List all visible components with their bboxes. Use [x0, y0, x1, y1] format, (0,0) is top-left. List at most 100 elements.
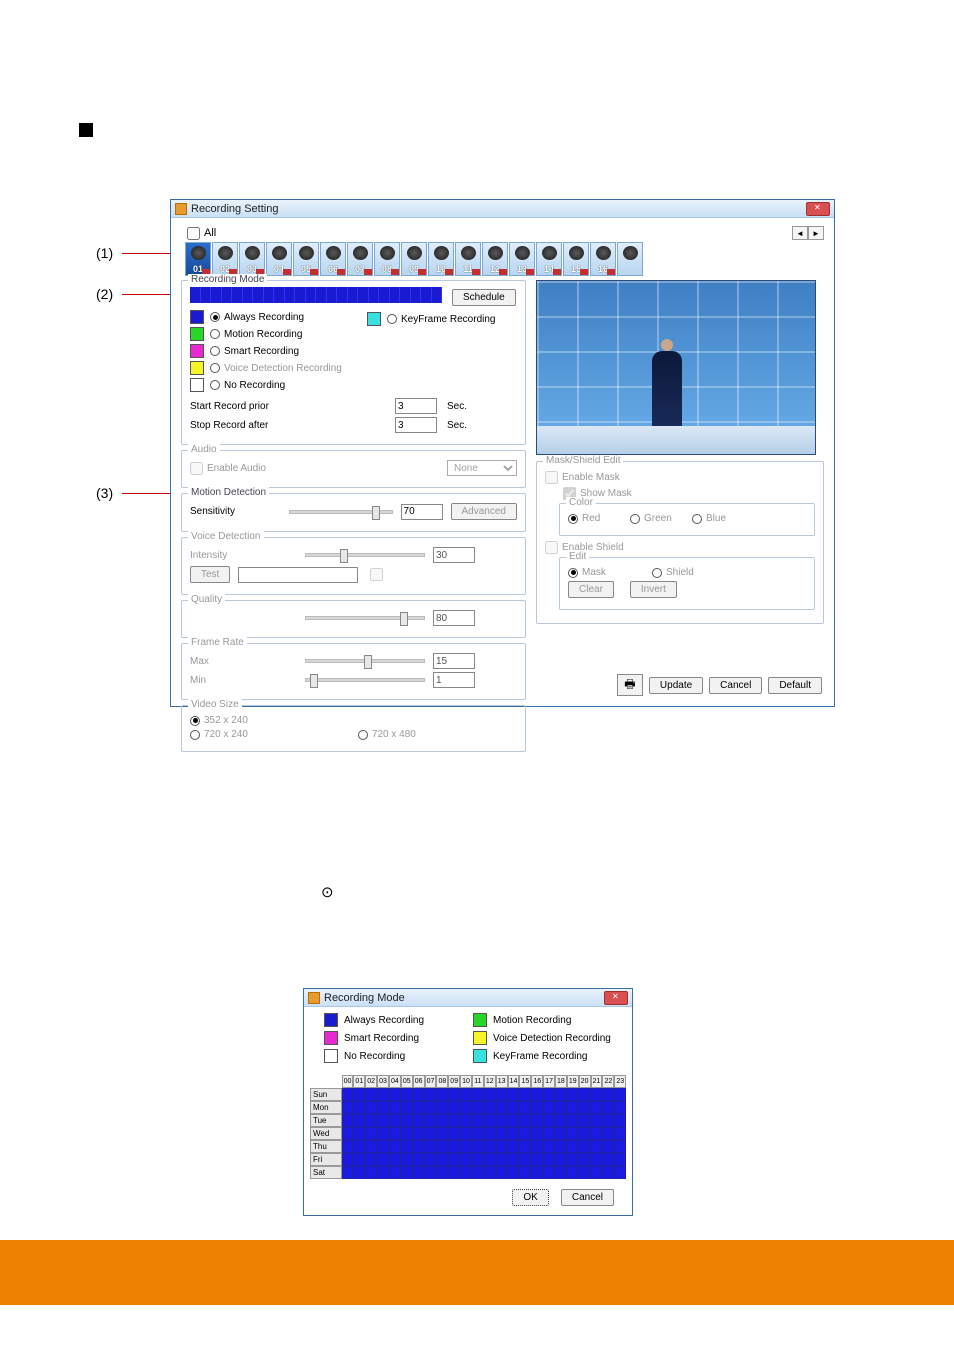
- schedule-cell[interactable]: [353, 1127, 365, 1140]
- schedule-cell[interactable]: [472, 1140, 484, 1153]
- schedule-cell[interactable]: [519, 1140, 531, 1153]
- schedule-cell[interactable]: [342, 1153, 354, 1166]
- update-button[interactable]: Update: [649, 677, 703, 694]
- timeline-cell[interactable]: [348, 287, 359, 303]
- schedule-cell[interactable]: [365, 1088, 377, 1101]
- arrow-right-icon[interactable]: ►: [808, 226, 824, 240]
- schedule-cell[interactable]: [342, 1140, 354, 1153]
- print-icon[interactable]: 🖶: [617, 674, 643, 696]
- schedule-cell[interactable]: [460, 1153, 472, 1166]
- schedule-cell[interactable]: [614, 1101, 626, 1114]
- schedule-cell[interactable]: [507, 1114, 519, 1127]
- schedule-cell[interactable]: [602, 1127, 614, 1140]
- schedule-cell[interactable]: [543, 1114, 555, 1127]
- schedule-cell[interactable]: [413, 1140, 425, 1153]
- schedule-cell[interactable]: [448, 1114, 460, 1127]
- schedule-cell[interactable]: [507, 1166, 519, 1179]
- camera-cell-08[interactable]: 08: [374, 242, 400, 276]
- schedule-cell[interactable]: [413, 1114, 425, 1127]
- schedule-cell[interactable]: [448, 1101, 460, 1114]
- schedule-cell[interactable]: [578, 1101, 590, 1114]
- timeline-cell[interactable]: [232, 287, 243, 303]
- timeline-cell[interactable]: [390, 287, 401, 303]
- schedule-cell[interactable]: [590, 1127, 602, 1140]
- schedule-cell[interactable]: [496, 1166, 508, 1179]
- schedule-cell[interactable]: [353, 1140, 365, 1153]
- schedule-cell[interactable]: [413, 1127, 425, 1140]
- schedule-cell[interactable]: [507, 1140, 519, 1153]
- schedule-cell[interactable]: [389, 1140, 401, 1153]
- schedule-cell[interactable]: [578, 1153, 590, 1166]
- schedule-cell[interactable]: [401, 1153, 413, 1166]
- camera-cell-06[interactable]: 06: [320, 242, 346, 276]
- camera-cell-13[interactable]: 13: [509, 242, 535, 276]
- schedule-cell[interactable]: [424, 1127, 436, 1140]
- timeline-cell[interactable]: [243, 287, 254, 303]
- schedule-cell[interactable]: [567, 1127, 579, 1140]
- schedule-cell[interactable]: [448, 1166, 460, 1179]
- sensitivity-slider[interactable]: [289, 510, 393, 514]
- camera-cell-07[interactable]: 07: [347, 242, 373, 276]
- schedule-cell[interactable]: [543, 1140, 555, 1153]
- timeline-cell[interactable]: [327, 287, 338, 303]
- schedule-cell[interactable]: [342, 1088, 354, 1101]
- schedule-cell[interactable]: [590, 1140, 602, 1153]
- schedule-cell[interactable]: [484, 1101, 496, 1114]
- schedule-cell[interactable]: [496, 1114, 508, 1127]
- schedule-cell[interactable]: [365, 1101, 377, 1114]
- schedule-cell[interactable]: [413, 1101, 425, 1114]
- schedule-cell[interactable]: [555, 1114, 567, 1127]
- schedule-cell[interactable]: [448, 1140, 460, 1153]
- schedule-cell[interactable]: [436, 1153, 448, 1166]
- schedule-cell[interactable]: [460, 1166, 472, 1179]
- timeline-cell[interactable]: [400, 287, 411, 303]
- rm-cancel-button[interactable]: Cancel: [561, 1189, 614, 1206]
- schedule-cell[interactable]: [436, 1114, 448, 1127]
- timeline-cell[interactable]: [274, 287, 285, 303]
- schedule-cell[interactable]: [436, 1127, 448, 1140]
- schedule-cell[interactable]: [365, 1153, 377, 1166]
- rm-ok-button[interactable]: OK: [512, 1189, 548, 1206]
- schedule-cell[interactable]: [413, 1153, 425, 1166]
- schedule-cell[interactable]: [496, 1127, 508, 1140]
- timeline-cell[interactable]: [201, 287, 212, 303]
- camera-cell-02[interactable]: 02: [212, 242, 238, 276]
- schedule-cell[interactable]: [484, 1166, 496, 1179]
- schedule-cell[interactable]: [460, 1140, 472, 1153]
- timeline-cell[interactable]: [337, 287, 348, 303]
- radio-motion[interactable]: [210, 329, 220, 339]
- schedule-cell[interactable]: [448, 1127, 460, 1140]
- timeline-cell[interactable]: [421, 287, 432, 303]
- schedule-cell[interactable]: [578, 1166, 590, 1179]
- schedule-cell[interactable]: [353, 1166, 365, 1179]
- schedule-cell[interactable]: [472, 1166, 484, 1179]
- schedule-cell[interactable]: [614, 1088, 626, 1101]
- schedule-cell[interactable]: [389, 1088, 401, 1101]
- schedule-cell[interactable]: [424, 1153, 436, 1166]
- schedule-cell[interactable]: [567, 1153, 579, 1166]
- schedule-cell[interactable]: [389, 1101, 401, 1114]
- schedule-cell[interactable]: [567, 1088, 579, 1101]
- schedule-cell[interactable]: [555, 1101, 567, 1114]
- schedule-cell[interactable]: [496, 1101, 508, 1114]
- schedule-cell[interactable]: [424, 1101, 436, 1114]
- radio-always[interactable]: [210, 312, 220, 322]
- cancel-button[interactable]: Cancel: [709, 677, 762, 694]
- schedule-cell[interactable]: [507, 1127, 519, 1140]
- schedule-cell[interactable]: [365, 1127, 377, 1140]
- timeline-cell[interactable]: [264, 287, 275, 303]
- schedule-cell[interactable]: [519, 1101, 531, 1114]
- schedule-cell[interactable]: [602, 1114, 614, 1127]
- schedule-cell[interactable]: [555, 1166, 567, 1179]
- timeline-cell[interactable]: [379, 287, 390, 303]
- camera-cell-12[interactable]: 12: [482, 242, 508, 276]
- schedule-cell[interactable]: [496, 1153, 508, 1166]
- radio-voice[interactable]: [210, 363, 220, 373]
- schedule-cell[interactable]: [614, 1140, 626, 1153]
- schedule-cell[interactable]: [484, 1127, 496, 1140]
- schedule-cell[interactable]: [413, 1166, 425, 1179]
- schedule-cell[interactable]: [614, 1153, 626, 1166]
- schedule-cell[interactable]: [472, 1127, 484, 1140]
- schedule-cell[interactable]: [531, 1166, 543, 1179]
- camera-page-arrows[interactable]: ◄ ►: [792, 226, 824, 240]
